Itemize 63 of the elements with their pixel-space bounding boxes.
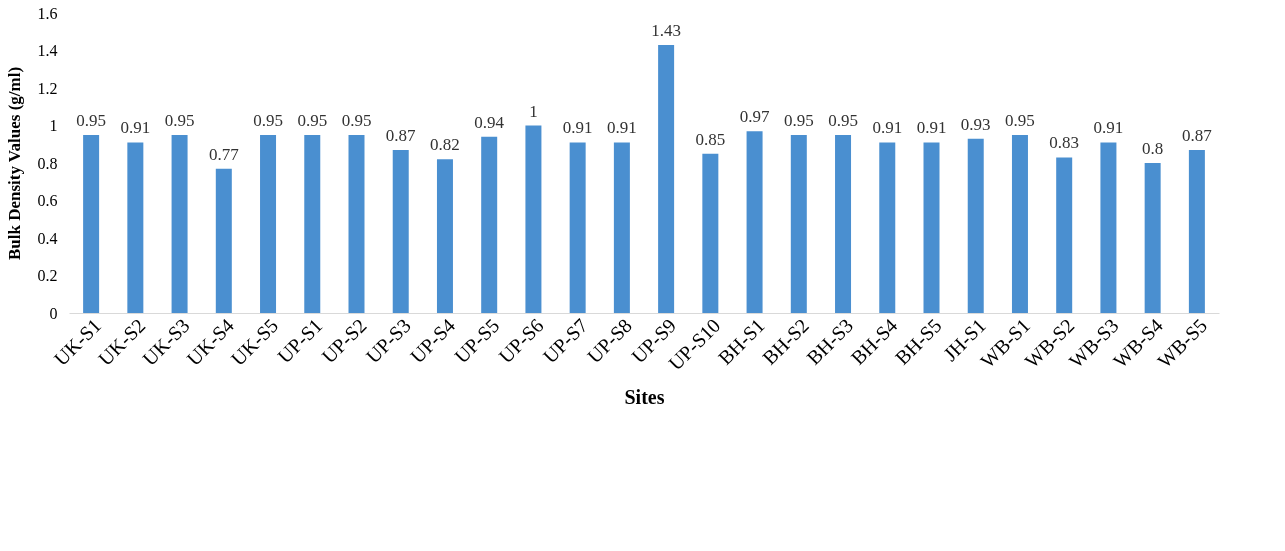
bar bbox=[746, 131, 763, 313]
data-label: 0.95 bbox=[1005, 110, 1035, 130]
data-label: 0.8 bbox=[1142, 139, 1164, 158]
bar bbox=[1144, 163, 1161, 313]
bar bbox=[1188, 149, 1205, 313]
bar bbox=[658, 44, 675, 313]
y-tick-label: 1 bbox=[49, 117, 58, 134]
data-label: 0.93 bbox=[960, 114, 991, 134]
data-label: 0.95 bbox=[783, 110, 814, 130]
y-tick-label: 0 bbox=[49, 304, 58, 322]
y-tick-label: 0.8 bbox=[37, 154, 58, 172]
data-label: 0.95 bbox=[297, 110, 328, 130]
y-tick-label: 1.4 bbox=[37, 42, 58, 59]
bar bbox=[923, 142, 940, 313]
bar bbox=[1056, 157, 1073, 313]
data-label: 1 bbox=[529, 101, 538, 121]
y-tick-label: 1.6 bbox=[37, 4, 58, 22]
data-label: 0.91 bbox=[916, 118, 947, 138]
bar bbox=[879, 142, 896, 313]
bar bbox=[348, 134, 365, 313]
data-label: 0.97 bbox=[739, 107, 770, 127]
data-label: 0.83 bbox=[1049, 133, 1080, 153]
y-tick-label: 1.2 bbox=[37, 79, 58, 97]
bar bbox=[171, 134, 188, 313]
y-tick-label: 0.6 bbox=[37, 192, 58, 209]
bar bbox=[83, 134, 100, 313]
bar bbox=[481, 136, 498, 313]
data-label: 0.95 bbox=[164, 110, 195, 130]
data-label: 0.95 bbox=[76, 110, 106, 130]
data-label: 0.95 bbox=[253, 110, 283, 130]
data-label: 0.87 bbox=[1182, 125, 1213, 145]
bar bbox=[613, 142, 630, 313]
data-label: 0.91 bbox=[562, 118, 593, 138]
data-label: 0.91 bbox=[120, 118, 151, 138]
bar bbox=[127, 142, 144, 313]
y-axis-title: Bulk Density Values (g/ml) bbox=[4, 66, 24, 261]
bar bbox=[392, 149, 409, 313]
data-label: 0.95 bbox=[341, 110, 372, 130]
bar bbox=[304, 134, 321, 313]
x-axis-title: Sites bbox=[624, 386, 665, 409]
bar bbox=[702, 153, 719, 313]
data-label: 0.94 bbox=[474, 112, 505, 132]
data-label: 0.77 bbox=[208, 144, 240, 164]
y-tick-label: 0.2 bbox=[37, 267, 58, 284]
data-label: 1.43 bbox=[651, 20, 681, 40]
data-label: 0.95 bbox=[828, 110, 858, 130]
data-label: 0.91 bbox=[1093, 118, 1124, 138]
bar bbox=[569, 142, 586, 313]
bar bbox=[835, 134, 852, 313]
bar bbox=[525, 125, 542, 313]
data-label: 0.91 bbox=[872, 118, 903, 138]
bar bbox=[967, 138, 984, 313]
data-label: 0.87 bbox=[385, 125, 417, 145]
bar bbox=[1100, 142, 1117, 313]
bar bbox=[260, 134, 277, 313]
bar bbox=[436, 159, 453, 313]
y-tick-label: 0.4 bbox=[37, 229, 58, 247]
data-label: 0.85 bbox=[695, 129, 726, 149]
bar bbox=[790, 134, 807, 313]
data-label: 0.82 bbox=[430, 135, 460, 155]
bar bbox=[215, 168, 232, 313]
bar bbox=[1011, 134, 1028, 313]
data-label: 0.91 bbox=[607, 118, 637, 138]
